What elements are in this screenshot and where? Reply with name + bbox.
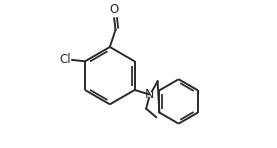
Text: Cl: Cl — [59, 53, 71, 66]
Text: N: N — [144, 88, 154, 101]
Text: O: O — [109, 3, 119, 16]
